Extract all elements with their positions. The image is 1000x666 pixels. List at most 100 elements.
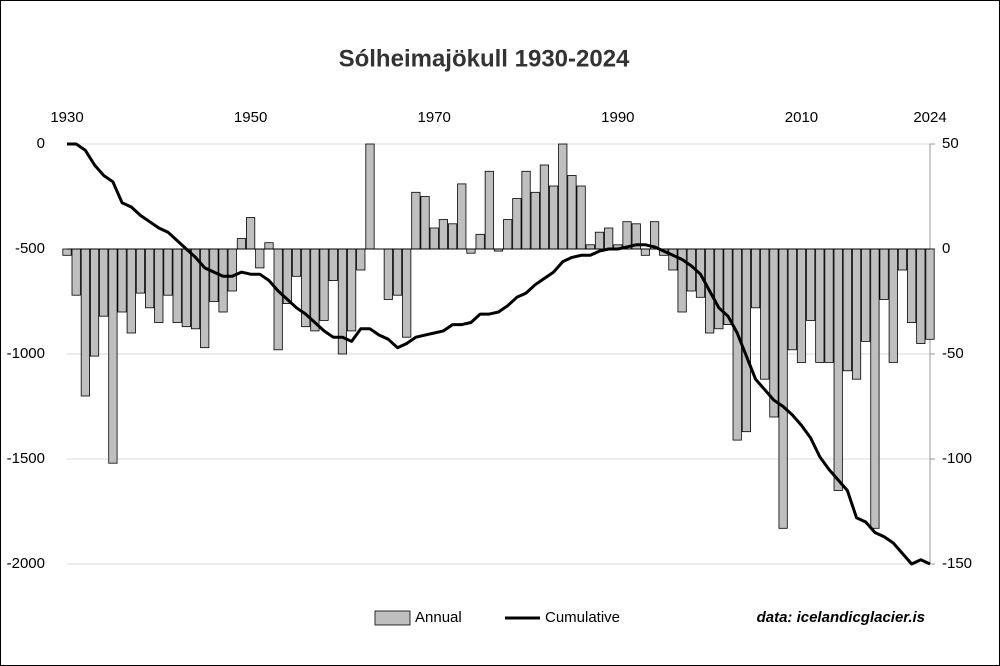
bar	[126, 248, 136, 334]
bar	[888, 248, 898, 363]
bar	[484, 170, 494, 250]
bar	[521, 170, 531, 250]
x-tick-label: 1950	[234, 109, 267, 126]
chart-title: Sólheimajökull 1930-2024	[339, 45, 630, 72]
bar	[842, 248, 852, 372]
y-tick-label: 0	[37, 135, 45, 152]
bar	[806, 248, 816, 321]
bar	[512, 198, 522, 250]
bar	[824, 248, 834, 363]
bar	[108, 248, 118, 464]
bar	[99, 248, 109, 317]
bar	[861, 248, 871, 342]
bar	[411, 191, 421, 250]
bar	[154, 248, 164, 323]
bar	[392, 248, 403, 296]
bar	[815, 248, 825, 363]
bar	[172, 248, 182, 323]
y2-tick-label: -150	[942, 555, 972, 572]
y-tick-label: -500	[15, 240, 45, 257]
bar	[466, 248, 476, 254]
bar	[576, 185, 586, 250]
legend-swatch	[374, 610, 411, 626]
y-tick-label: -2000	[7, 555, 45, 572]
y-tick-label: -1500	[7, 450, 45, 467]
bar	[62, 248, 72, 256]
bar	[236, 238, 247, 250]
bar	[89, 248, 100, 357]
bar	[567, 175, 577, 250]
bar	[796, 248, 807, 363]
bar	[750, 248, 761, 309]
bar	[273, 248, 283, 351]
bar	[420, 196, 430, 250]
bar	[319, 248, 329, 321]
y2-tick-label: 0	[942, 240, 950, 257]
bar	[255, 248, 265, 269]
bar	[227, 248, 237, 292]
bar	[741, 248, 751, 433]
bar	[264, 242, 274, 250]
annotation: data: icelandicglacier.is	[757, 609, 925, 626]
bar	[778, 248, 788, 529]
bar	[291, 248, 302, 277]
bar	[585, 244, 595, 250]
bar	[594, 231, 605, 250]
x-tick-label: 1970	[418, 109, 451, 126]
bar	[851, 248, 862, 380]
legend-label: Annual	[415, 609, 462, 626]
bar	[457, 183, 467, 250]
legend-label: Cumulative	[545, 609, 620, 626]
bar	[897, 248, 908, 271]
line	[67, 142, 931, 566]
bar	[916, 248, 926, 344]
bar	[549, 185, 559, 250]
bar	[732, 248, 742, 441]
bar	[448, 223, 458, 250]
bar	[925, 248, 935, 340]
bar	[117, 248, 127, 313]
bar	[328, 248, 338, 281]
x-tick-label: 1990	[601, 109, 634, 126]
y2-tick-label: 50	[942, 135, 959, 152]
bar	[181, 248, 191, 328]
bar	[558, 143, 568, 250]
bar	[365, 143, 375, 250]
bar	[429, 227, 439, 250]
bar	[604, 227, 614, 250]
y2-tick-label: -50	[942, 345, 964, 362]
bar	[907, 248, 917, 323]
bar	[503, 219, 513, 250]
bar	[209, 248, 219, 302]
bar	[347, 248, 357, 332]
bar	[668, 248, 678, 271]
bar	[640, 248, 650, 256]
bar	[769, 248, 779, 418]
bar	[356, 248, 366, 271]
bar	[833, 248, 843, 491]
bar	[760, 248, 770, 380]
x-tick-label: 2010	[785, 109, 818, 126]
bar	[870, 248, 880, 529]
y-tick-label: -1000	[7, 345, 45, 362]
bar	[402, 248, 412, 338]
bar	[438, 219, 448, 250]
bar	[218, 248, 228, 313]
bar	[135, 248, 146, 294]
x-tick-label: 2024	[913, 109, 946, 126]
bar	[246, 217, 256, 250]
bar	[539, 164, 549, 250]
bar	[71, 248, 81, 296]
y2-tick-label: -100	[942, 450, 972, 467]
bar	[163, 248, 173, 296]
bar	[475, 233, 485, 250]
bar	[383, 248, 393, 300]
bar	[80, 248, 90, 397]
bar	[714, 248, 724, 330]
bar	[145, 248, 155, 309]
x-tick-label: 1930	[50, 109, 83, 126]
bar	[879, 248, 889, 300]
bar	[530, 191, 540, 250]
